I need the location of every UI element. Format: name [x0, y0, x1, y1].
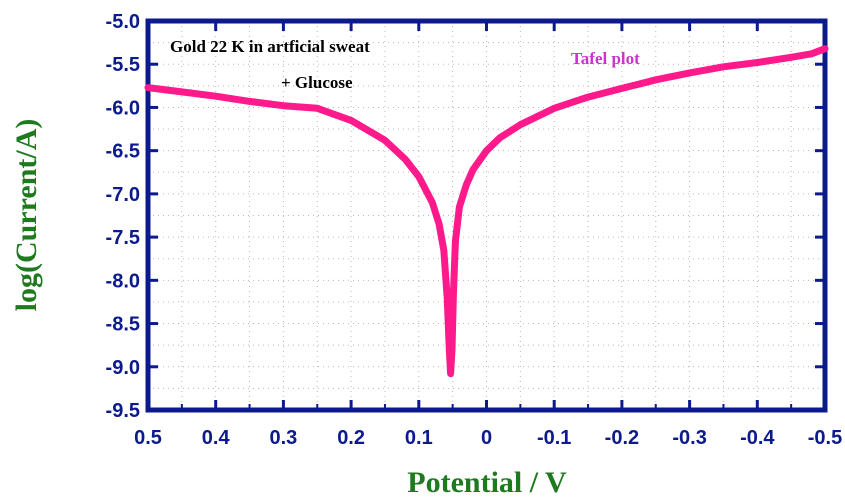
y-tick-label: -6.0: [106, 97, 140, 119]
x-tick-label: 0.3: [269, 427, 297, 449]
x-tick-label: 0.4: [202, 427, 231, 449]
x-tick-label: -0.5: [808, 427, 842, 449]
x-tick-labels: 0.5 0.4 0.3 0.2 0.1 0 -0.1 -0.2 -0.3 -0.4 -0.5: [134, 427, 842, 449]
x-tick-label: -0.1: [537, 427, 571, 449]
y-tick-label: -9.0: [106, 357, 140, 379]
series-line: [144, 45, 829, 378]
y-tick-label: -7.5: [106, 227, 140, 249]
x-tick-label: -0.4: [740, 427, 775, 449]
x-tick-label: 0.5: [134, 427, 162, 449]
y-axis-title: log(Current/A): [10, 119, 43, 312]
y-tick-label: -5.5: [106, 54, 140, 76]
y-tick-label: -8.5: [106, 314, 140, 336]
x-axis-title: Potential / V: [407, 466, 567, 499]
x-tick-label: 0.1: [405, 427, 433, 449]
y-tick-labels: -5.0 -5.5 -6.0 -6.5 -7.0 -7.5 -8.0 -8.5 -9.0 -9.5: [106, 11, 140, 422]
y-tick-label: -6.5: [106, 141, 140, 163]
annotation-sample: Gold 22 K in artficial sweat: [170, 37, 370, 56]
y-tick-label: -9.5: [106, 400, 140, 422]
x-tick-label: -0.2: [605, 427, 639, 449]
y-tick-label: -8.0: [106, 270, 140, 292]
grid-lines: [147, 20, 826, 411]
y-tick-label: -7.0: [106, 184, 140, 206]
plot-frame: [145, 18, 828, 413]
annotation-tafel: Tafel plot: [571, 49, 640, 68]
y-tick-label: -5.0: [106, 11, 140, 33]
x-tick-label: -0.3: [672, 427, 706, 449]
x-tick-label: 0.2: [337, 427, 365, 449]
x-tick-label: 0: [481, 427, 492, 449]
annotation-glucose: + Glucose: [281, 73, 353, 92]
